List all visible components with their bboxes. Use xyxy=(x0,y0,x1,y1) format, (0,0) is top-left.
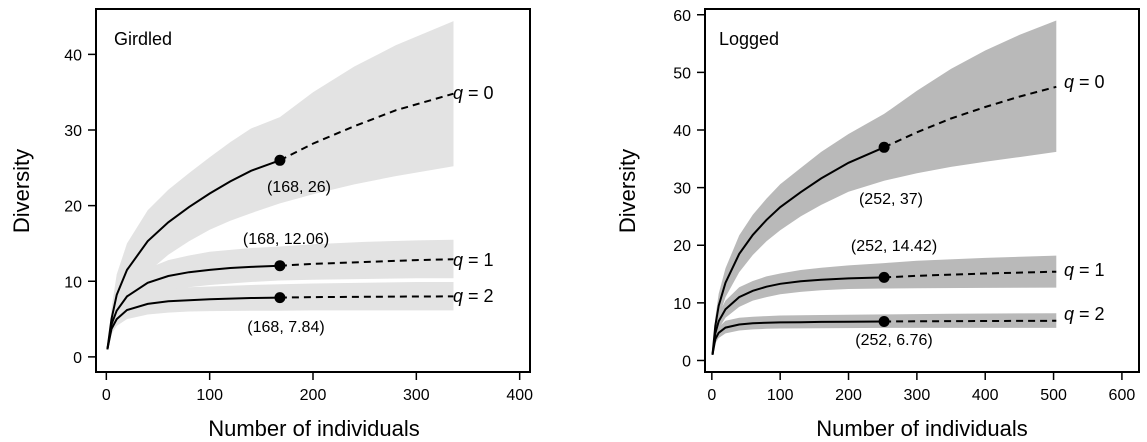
logged-interpolated-line-q0 xyxy=(711,146,885,355)
logged-y-tick-label: 60 xyxy=(673,8,691,25)
girdled-band-q1 xyxy=(107,239,454,350)
girdled-x-tick-label: 200 xyxy=(300,387,327,404)
logged-x-tick-label: 200 xyxy=(835,387,862,404)
logged-y-tick-label: 30 xyxy=(673,181,691,198)
logged-y-tick-label: 0 xyxy=(682,353,691,370)
logged-legend-q2: q = 2 xyxy=(1064,304,1105,324)
girdled-y-axis-title: Diversity xyxy=(9,149,34,233)
logged-x-axis-title: Number of individuals xyxy=(816,416,1028,441)
girdled-extrapolated-line-q2 xyxy=(279,295,454,299)
girdled-annotation-q0: (168, 26) xyxy=(267,179,331,196)
logged-interpolated-line-q2 xyxy=(711,320,885,355)
logged-observed-point-q0 xyxy=(878,141,890,153)
girdled-annotation-q2: (168, 7.84) xyxy=(247,319,324,336)
girdled-legend-q0-text: = 0 xyxy=(463,83,494,103)
girdled-observed-point-q1 xyxy=(274,260,286,272)
logged-band-q0 xyxy=(712,20,1057,355)
girdled-legend-q2: q = 2 xyxy=(453,286,494,306)
girdled-extrapolated-line-q1 xyxy=(279,258,454,267)
girdled-interpolated-line-q1 xyxy=(106,264,280,350)
logged-y-tick-label: 10 xyxy=(673,296,691,313)
logged-extrapolated-line-q1 xyxy=(884,270,1057,279)
girdled-interpolated-line-q2 xyxy=(106,296,280,350)
logged-annotation-q2: (252, 6.76) xyxy=(855,332,932,349)
logged-x-tick-label: 100 xyxy=(767,387,794,404)
girdled-y-tick-label: 30 xyxy=(64,123,82,140)
logged-x-tick-label: 0 xyxy=(707,387,716,404)
girdled-bands xyxy=(107,21,454,350)
girdled-y-ticks: 0 10 20 30 40 xyxy=(64,47,96,367)
logged-y-tick-label: 20 xyxy=(673,238,691,255)
logged-x-ticks: 0 100 200 300 400 500 600 xyxy=(707,372,1135,404)
girdled-x-axis-title: Number of individuals xyxy=(208,416,420,441)
girdled-x-tick-label: 0 xyxy=(102,387,111,404)
logged-band-q2 xyxy=(712,313,1057,355)
girdled-panel-title: Girdled xyxy=(114,29,172,49)
girdled-x-ticks: 0 100 200 300 400 xyxy=(102,372,533,404)
girdled-band-q0 xyxy=(107,21,454,350)
logged-legend-q1: q = 1 xyxy=(1064,260,1105,280)
logged-lines xyxy=(711,85,1057,355)
logged-band-q1 xyxy=(712,255,1057,355)
logged-plot-frame xyxy=(704,8,1140,373)
logged-extrapolated-line-q0 xyxy=(883,85,1057,149)
logged-annotation-q0: (252, 37) xyxy=(859,191,923,208)
girdled-observed-point-q2 xyxy=(274,292,286,304)
panel-logged: 0 100 200 300 400 500 600 0 10 20 30 40 50 60 Logged… xyxy=(615,8,1140,441)
logged-interpolated-line-q1 xyxy=(711,276,885,355)
girdled-legend-q0: q = 0 xyxy=(453,83,494,103)
girdled-x-tick-label: 400 xyxy=(506,387,533,404)
girdled-interpolated-line-q0 xyxy=(106,159,281,350)
logged-observed-point-q1 xyxy=(878,271,890,283)
logged-y-tick-label: 50 xyxy=(673,65,691,82)
panel-girdled: 0 100 200 300 400 0 10 20 30 40 Girdled Number o… xyxy=(9,8,533,441)
girdled-y-tick-label: 20 xyxy=(64,199,82,216)
girdled-points xyxy=(274,154,286,304)
logged-x-tick-label: 400 xyxy=(972,387,999,404)
logged-extrapolated-line-q2 xyxy=(884,319,1057,323)
girdled-annotation-q1: (168, 12.06) xyxy=(243,231,329,248)
girdled-band-q2 xyxy=(107,282,454,350)
logged-legend-q0: q = 0 xyxy=(1064,72,1105,92)
girdled-y-tick-label: 10 xyxy=(64,274,82,291)
logged-y-tick-label: 40 xyxy=(673,123,691,140)
logged-bands xyxy=(712,20,1057,355)
logged-points xyxy=(878,141,890,327)
logged-x-tick-label: 500 xyxy=(1040,387,1067,404)
logged-x-tick-label: 300 xyxy=(904,387,931,404)
logged-y-axis-title: Diversity xyxy=(615,149,640,233)
logged-annotation-q1: (252, 14.42) xyxy=(851,238,937,255)
girdled-y-tick-label: 0 xyxy=(73,350,82,367)
girdled-x-tick-label: 300 xyxy=(403,387,430,404)
logged-observed-point-q2 xyxy=(878,316,890,327)
logged-x-tick-label: 600 xyxy=(1109,387,1136,404)
girdled-observed-point-q0 xyxy=(274,154,286,166)
logged-y-ticks: 0 10 20 30 40 50 60 xyxy=(673,8,705,370)
girdled-extrapolated-line-q0 xyxy=(279,92,454,162)
logged-panel-title: Logged xyxy=(719,29,779,49)
girdled-x-tick-label: 100 xyxy=(196,387,223,404)
girdled-legend-q1: q = 1 xyxy=(453,250,494,270)
girdled-y-tick-label: 40 xyxy=(64,47,82,64)
girdled-lines xyxy=(106,92,454,350)
